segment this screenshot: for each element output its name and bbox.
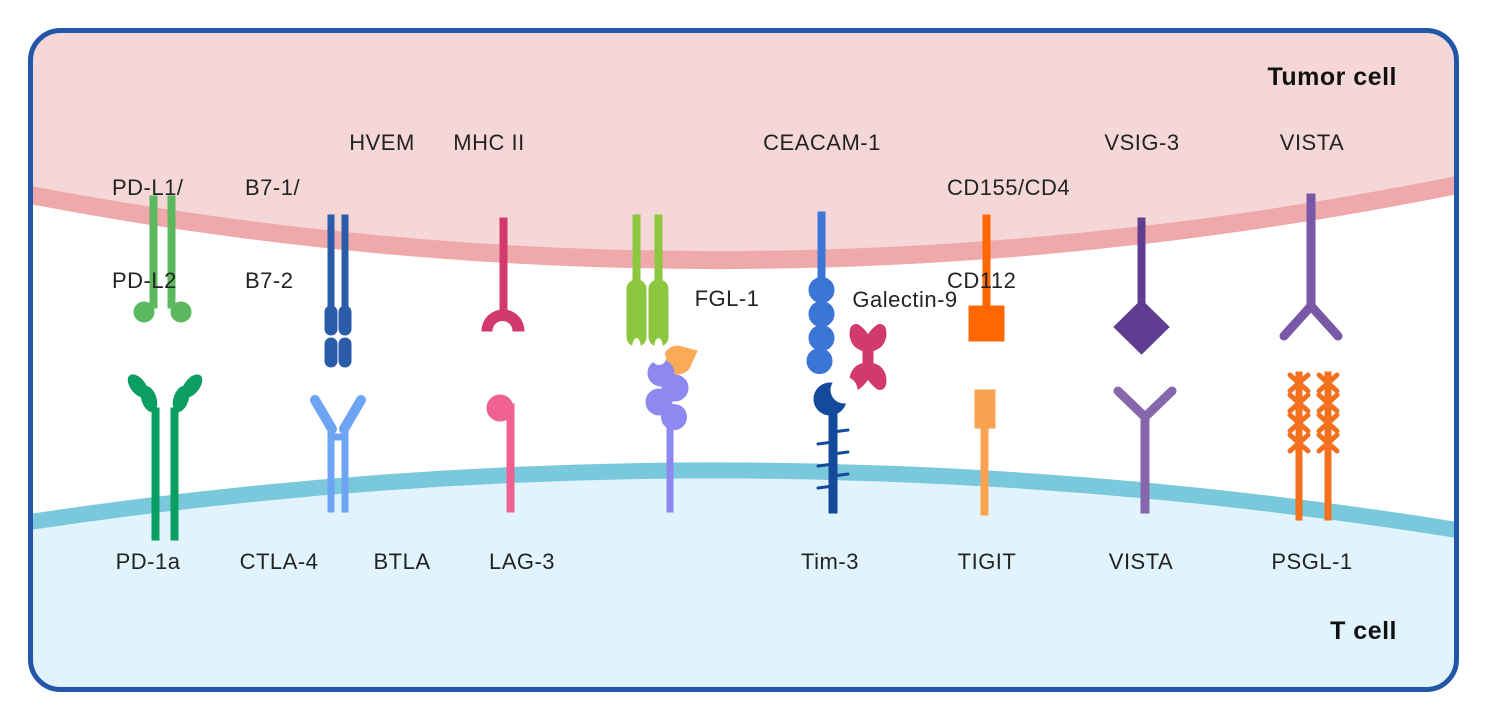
pd-l1-pd-l2-ligand-icon xyxy=(133,195,192,323)
ctla-4-label: CTLA-4 xyxy=(239,549,319,574)
psgl-1-label: PSGL-1 xyxy=(1271,549,1353,574)
t-cell-title: T cell xyxy=(1330,617,1397,645)
tim-3-label: Tim-3 xyxy=(801,549,859,574)
membranes-layer xyxy=(32,32,1455,688)
pd-l1-label-line2: PD-L2 xyxy=(112,268,177,293)
galectin-9-label: Galectin-9 xyxy=(852,287,958,312)
psgl-1-receptor-icon xyxy=(1287,371,1340,521)
tumor-cell-title: Tumor cell xyxy=(1267,63,1397,91)
pd-l1-pd-l2-label: PD-L1/ PD-L2 xyxy=(112,110,183,358)
ceacam-1-label: CEACAM-1 xyxy=(763,130,881,155)
lag-3-label: LAG-3 xyxy=(488,549,556,574)
tigit-label: TIGIT xyxy=(957,549,1017,574)
b7-label-line2: B7-2 xyxy=(245,268,294,293)
vista-receptor-icon xyxy=(1113,386,1177,514)
t-cell-membrane-edge xyxy=(32,462,1455,538)
tumor-cell-membrane-edge xyxy=(32,176,1455,270)
vsig-3-label: VSIG-3 xyxy=(1104,130,1180,155)
b7-label-line1: B7-1/ xyxy=(245,175,301,200)
btla-label: BTLA xyxy=(373,549,431,574)
hvem-ligand-icon xyxy=(481,217,525,332)
ctla-4-receptor-icon xyxy=(310,395,366,513)
cd155-label-line2: CD112 xyxy=(947,268,1017,293)
diagram-border xyxy=(28,28,1459,692)
tim-3-receptor-icon xyxy=(813,376,858,514)
vista-ligand-icon xyxy=(1279,193,1343,341)
btla-receptor-icon xyxy=(486,394,515,513)
ceacam-1-ligand-icon xyxy=(806,211,835,374)
tumor-cell-membrane-fill xyxy=(32,32,1455,261)
lag-3-receptor-icon xyxy=(645,351,689,513)
cd155-label-line1: CD155/CD4 xyxy=(947,175,1071,200)
pd-l1-label-line1: PD-L1/ xyxy=(112,175,184,200)
hvem-label: HVEM xyxy=(349,130,415,155)
cd155-cd112-ligand-icon xyxy=(968,214,1005,342)
vista-tumor-label: VISTA xyxy=(1279,130,1345,155)
b7-1-b7-2-label: B7-1/ B7-2 xyxy=(245,110,300,358)
b7-1-b7-2-ligand-icon xyxy=(324,214,352,368)
vista-tcell-label: VISTA xyxy=(1108,549,1174,574)
cd155-cd112-label: CD155/CD4 CD112 xyxy=(947,110,1070,358)
pd-1a-receptor-icon xyxy=(127,374,203,541)
tigit-receptor-icon xyxy=(974,389,996,516)
galectin-9-molecule-icon xyxy=(849,324,887,390)
fgl-1-label: FGL-1 xyxy=(694,286,760,311)
mhc-ii-label: MHC II xyxy=(453,130,525,155)
pd-1a-label: PD-1a xyxy=(115,549,181,574)
t-cell-membrane-fill xyxy=(32,470,1455,688)
vsig-3-ligand-icon xyxy=(1113,217,1170,355)
